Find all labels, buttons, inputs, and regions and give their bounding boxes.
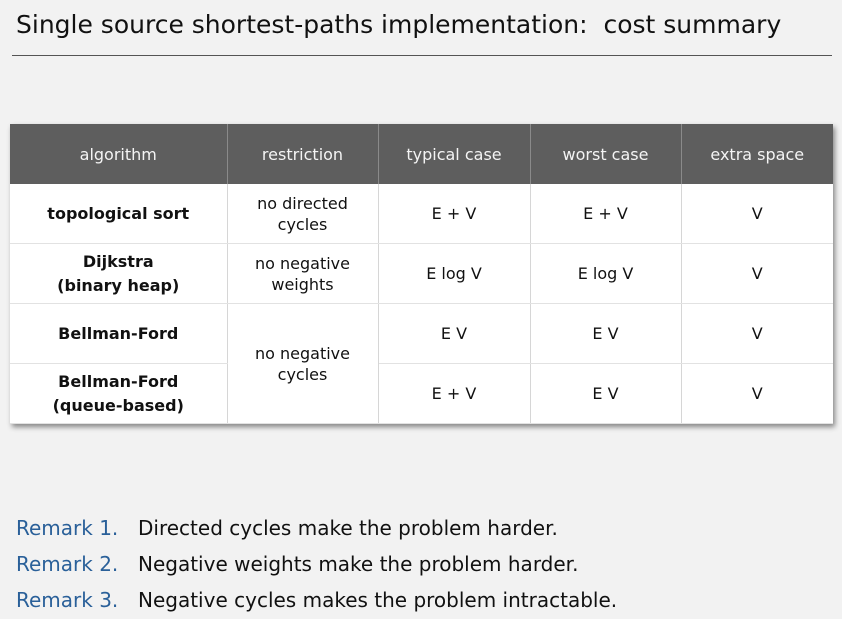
restriction-line: cycles [277,214,328,234]
restriction-line: no negative [255,253,350,273]
remark-text: Negative cycles makes the problem intrac… [138,588,618,612]
remark-text: Directed cycles make the problem harder. [138,516,558,540]
worst-case-cell: E V [530,303,682,364]
typical-case-cell: E + V [378,184,531,244]
column-header-algorithm: algorithm [10,124,228,184]
algorithm-name: topological sort [47,203,190,223]
restriction-cell: no negative weights [227,243,379,304]
extra-space-cell: V [681,363,833,424]
remark-label: Remark 2. [16,552,119,576]
remark-item: Remark 1. Directed cycles make the proble… [16,510,617,546]
algorithm-variant: (queue-based) [52,395,184,415]
typical-case-cell: E V [378,303,531,364]
table-header-row: algorithm restriction typical case worst… [10,124,833,184]
algorithm-name: Dijkstra [82,251,154,271]
typical-case-cell: E + V [378,363,531,424]
typical-case-cell: E log V [378,243,531,304]
algorithm-cell: topological sort [10,184,228,244]
algorithm-name: Bellman-Ford [58,323,179,343]
page-title: Single source shortest-paths implementat… [16,10,782,39]
algorithm-name: Bellman-Ford [58,371,179,391]
remark-item: Remark 2. Negative weights make the probl… [16,546,617,582]
extra-space-cell: V [681,184,833,244]
cost-summary-table: algorithm restriction typical case worst… [10,124,833,424]
extra-space-cell: V [681,243,833,304]
restriction-cell: no directed cycles [227,184,379,244]
extra-space-cell: V [681,303,833,364]
table-row: Dijkstra (binary heap) no negative weigh… [10,243,833,304]
restriction-cell: no negative cycles [227,303,379,424]
worst-case-cell: E V [530,363,682,424]
restriction-line: weights [271,274,334,294]
table-row: topological sort no directed cycles E + … [10,184,833,244]
remark-label: Remark 1. [16,516,119,540]
remark-text: Negative weights make the problem harder… [138,552,579,576]
column-header-restriction: restriction [227,124,379,184]
remarks-list: Remark 1. Directed cycles make the proble… [16,510,617,618]
title-divider [12,55,832,56]
column-header-typical-case: typical case [378,124,531,184]
worst-case-cell: E + V [530,184,682,244]
algorithm-cell: Dijkstra (binary heap) [10,243,228,304]
cost-summary-table-container: algorithm restriction typical case worst… [10,124,833,424]
algorithm-cell: Bellman-Ford [10,303,228,364]
table-row: Bellman-Ford no negative cycles E V E V … [10,303,833,424]
restriction-line: no negative [255,343,350,363]
column-header-worst-case: worst case [530,124,682,184]
table-row: Bellman-Ford (queue-based) E + V E V V [10,363,833,424]
algorithm-variant: (binary heap) [57,275,180,295]
restriction-line: cycles [277,364,328,384]
algorithm-cell: Bellman-Ford (queue-based) [10,363,228,424]
restriction-line: no directed [257,193,348,213]
remark-item: Remark 3. Negative cycles makes the probl… [16,582,617,618]
remark-label: Remark 3. [16,588,119,612]
column-header-extra-space: extra space [681,124,833,184]
worst-case-cell: E log V [530,243,682,304]
